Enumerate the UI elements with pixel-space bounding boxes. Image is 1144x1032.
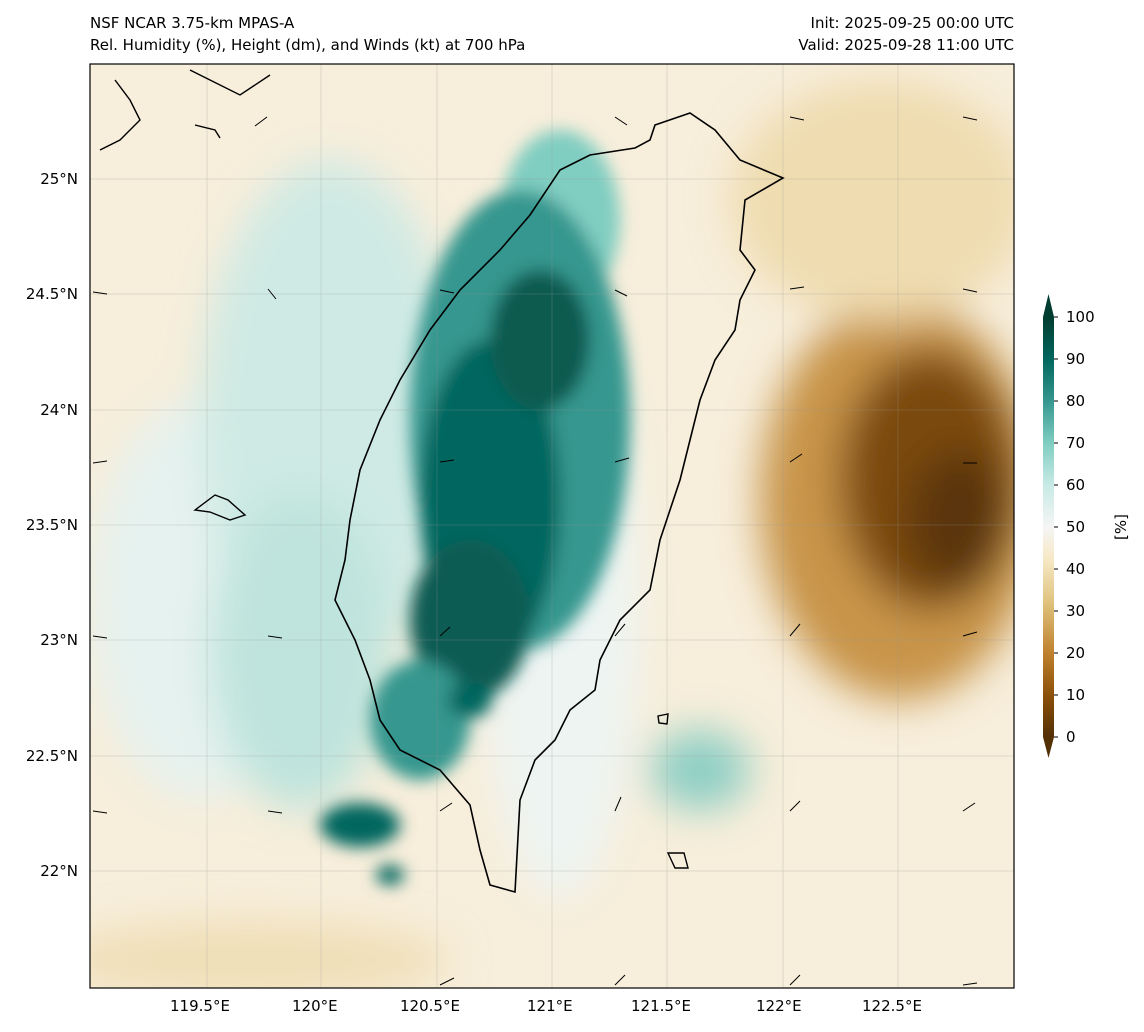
colorbar-tick: 40: [1066, 560, 1086, 578]
lon-label: 121.5°E: [631, 997, 691, 1015]
lon-label: 122°E: [756, 997, 802, 1015]
lat-label: 23°N: [40, 631, 78, 649]
lat-label: 23.5°N: [25, 516, 78, 534]
colorbar-label: [%]: [1111, 514, 1130, 540]
lat-label: 22°N: [40, 862, 78, 880]
orchid-island: [666, 852, 689, 869]
lon-label: 120.5°E: [400, 997, 460, 1015]
colorbar-tick: 80: [1066, 392, 1086, 410]
taiwan-coastline: [334, 112, 785, 894]
lat-label: 22.5°N: [25, 747, 78, 765]
gridlines: [90, 64, 1014, 988]
china-coastline: [99, 69, 271, 151]
colorbar-tick: 50: [1066, 518, 1086, 536]
colorbar-tick: 90: [1066, 350, 1086, 368]
rh-field: [90, 64, 1014, 988]
colorbar-tick: 30: [1066, 602, 1086, 620]
colorbar-tick: 70: [1066, 434, 1086, 452]
colorbar: [1043, 294, 1058, 758]
title-init: Init: 2025-09-25 00:00 UTC: [810, 14, 1014, 32]
colorbar-tick: 60: [1066, 476, 1086, 494]
title-fields: Rel. Humidity (%), Height (dm), and Wind…: [90, 36, 526, 54]
title-valid: Valid: 2025-09-28 11:00 UTC: [798, 36, 1014, 54]
lat-label: 24.5°N: [25, 285, 78, 303]
map-frame: [89, 63, 1015, 989]
lon-label: 119.5°E: [170, 997, 230, 1015]
colorbar-tick: 20: [1066, 644, 1086, 662]
lat-label: 25°N: [40, 170, 78, 188]
lon-label: 122.5°E: [862, 997, 922, 1015]
colorbar-tick: 0: [1066, 728, 1076, 746]
lat-label: 24°N: [40, 401, 78, 419]
lon-label: 121°E: [527, 997, 573, 1015]
green-island: [657, 713, 669, 725]
lon-label: 120°E: [292, 997, 338, 1015]
title-model: NSF NCAR 3.75-km MPAS-A: [90, 14, 295, 32]
penghu-islands: [193, 494, 247, 521]
colorbar-tick: 10: [1066, 686, 1086, 704]
wind-barbs: [92, 116, 978, 986]
colorbar-tick: 100: [1066, 308, 1095, 326]
